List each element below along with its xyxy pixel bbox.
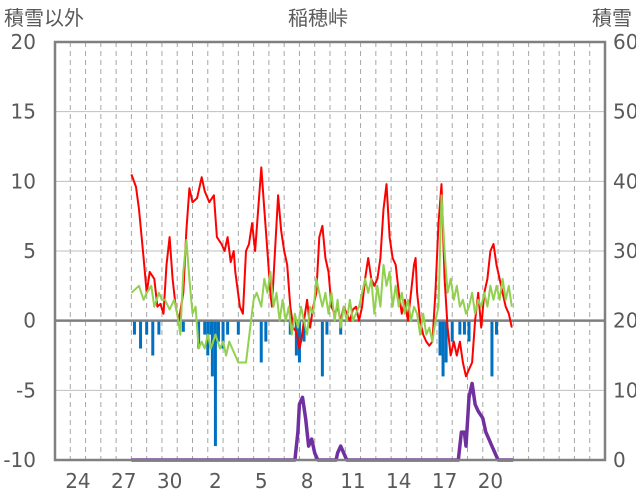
left-tick-label: -10 <box>3 448 36 472</box>
precipitation-bar <box>259 320 263 363</box>
left-tick-label: 15 <box>11 100 36 124</box>
right-tick-label: 40 <box>613 169 636 193</box>
precipitation-bar <box>151 320 155 356</box>
left-axis-title: 積雪以外 <box>4 6 84 30</box>
precipitation-bar <box>490 320 494 377</box>
right-axis-title: 積雪 <box>592 6 632 30</box>
precipitation-bar <box>302 320 306 342</box>
x-tick-label: 5 <box>255 469 268 493</box>
wind-line <box>130 194 513 364</box>
precipitation-bar <box>438 320 442 356</box>
precipitation-bar <box>221 320 225 349</box>
right-tick-label: 0 <box>613 448 626 472</box>
x-tick-label: 17 <box>432 469 457 493</box>
precipitation-bar <box>181 320 185 332</box>
x-tick-label: 24 <box>65 469 90 493</box>
x-tick-label: 20 <box>478 469 503 493</box>
x-tick-label: 14 <box>386 469 411 493</box>
precipitation-bar <box>320 320 324 377</box>
left-tick-label: 0 <box>23 309 36 333</box>
precipitation-bar <box>444 320 448 363</box>
right-tick-label: 30 <box>613 239 636 263</box>
x-tick-label: 8 <box>301 469 314 493</box>
left-tick-label: 20 <box>11 30 36 54</box>
precipitation-bar <box>325 320 329 335</box>
precipitation-bar <box>213 320 217 447</box>
x-tick-label: 11 <box>340 469 365 493</box>
chart-title: 稲穂峠 <box>288 6 348 30</box>
precipitation-bar <box>458 320 462 335</box>
precipitation-bar <box>450 320 454 342</box>
precipitation-bar <box>297 320 301 363</box>
left-tick-label: 5 <box>23 239 36 263</box>
right-tick-label: 60 <box>613 30 636 54</box>
precipitation-bar <box>203 320 207 335</box>
plot-frame <box>53 40 607 462</box>
temperature-line <box>130 166 513 378</box>
precipitation-bars <box>132 320 499 447</box>
precipitation-bar <box>495 320 499 335</box>
horizontal-gridlines <box>55 111 605 391</box>
precipitation-bar <box>132 320 136 335</box>
snow_depth-line <box>131 381 514 462</box>
x-axis-tick-labels: 24 27 30 2 5 8 11 14 17 20 <box>65 469 503 493</box>
x-tick-label: 2 <box>209 469 222 493</box>
right-tick-label: 20 <box>613 309 636 333</box>
precipitation-bar <box>462 320 466 335</box>
left-axis-tick-labels: 20 15 10 5 0 -5 -10 <box>3 30 36 472</box>
precipitation-bar <box>441 320 445 377</box>
precipitation-bar <box>210 320 214 377</box>
precipitation-bar <box>226 320 230 335</box>
precipitation-bar <box>209 320 213 335</box>
left-tick-label: -5 <box>16 378 36 402</box>
precipitation-bar <box>139 320 143 349</box>
precipitation-bar <box>264 320 268 342</box>
left-tick-label: 10 <box>11 169 36 193</box>
precipitation-bar <box>467 320 471 342</box>
right-axis-tick-labels: 60 50 40 30 20 10 0 <box>613 30 636 472</box>
precipitation-bar <box>216 320 220 342</box>
precipitation-bar <box>197 320 201 349</box>
precipitation-bar <box>236 320 240 335</box>
series-lines <box>130 166 514 462</box>
precipitation-bar <box>157 320 161 335</box>
right-tick-label: 10 <box>613 378 636 402</box>
x-tick-label: 30 <box>157 469 182 493</box>
right-tick-label: 50 <box>613 100 636 124</box>
x-tick-label: 27 <box>111 469 136 493</box>
precipitation-bar <box>145 320 149 335</box>
precipitation-bar <box>294 320 298 356</box>
